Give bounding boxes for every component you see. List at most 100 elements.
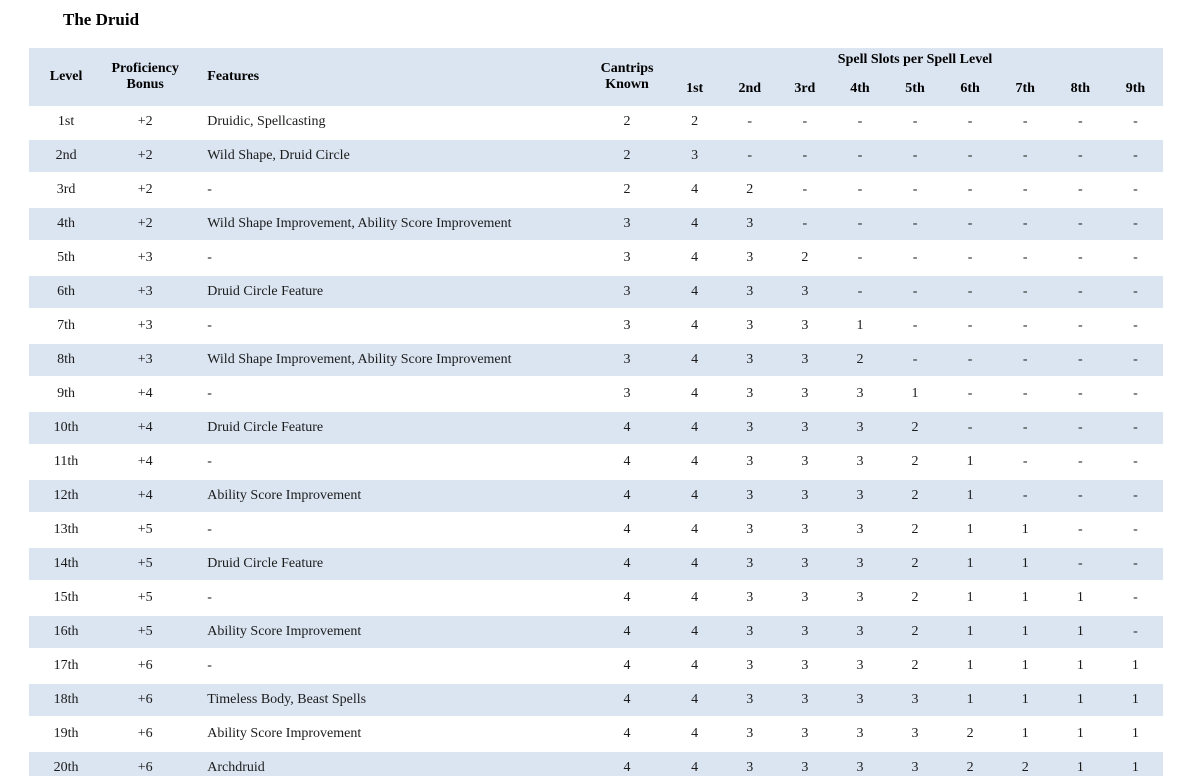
proficiency-bonus-cell: +4 xyxy=(103,479,188,514)
spell-slot-cell: 3 xyxy=(722,309,778,344)
spell-level-header-1st: 1st xyxy=(667,72,723,106)
spell-slot-cell: 1 xyxy=(942,513,998,548)
spell-slot-cell: - xyxy=(1107,513,1163,548)
proficiency-bonus-cell: +2 xyxy=(103,106,188,140)
druid-class-table: Level Proficiency Bonus Features Cantrip… xyxy=(29,48,1163,776)
spell-slot-cell: 1 xyxy=(997,649,1053,684)
features-cell: - xyxy=(187,649,587,684)
features-cell: Ability Score Improvement xyxy=(187,717,587,752)
spell-slot-cell: 1 xyxy=(942,683,998,718)
features-text: - xyxy=(207,658,212,673)
table-header: Level Proficiency Bonus Features Cantrip… xyxy=(29,48,1163,106)
spell-slot-cell: 4 xyxy=(667,649,723,684)
table-row: 17th +6-4 4 3 3 3 2 1 1 1 1 xyxy=(29,649,1163,684)
spell-slot-cell: - xyxy=(942,309,998,344)
proficiency-bonus-cell: +5 xyxy=(103,547,188,582)
spell-slot-cell: 3 xyxy=(667,139,723,174)
spell-slot-cell: 2 xyxy=(887,581,943,616)
spell-slot-cell: 3 xyxy=(722,343,778,378)
spell-slot-cell: - xyxy=(942,173,998,208)
features-cell: - xyxy=(187,309,587,344)
spell-slot-cell: 3 xyxy=(887,717,943,752)
spell-slot-cell: - xyxy=(722,139,778,174)
spell-slot-cell: 3 xyxy=(777,445,833,480)
proficiency-bonus-cell: +4 xyxy=(103,445,188,480)
features-cell: Wild Shape Improvement, Ability Score Im… xyxy=(187,343,587,378)
cantrips-known-cell: 4 xyxy=(586,479,668,514)
spell-slot-cell: 4 xyxy=(667,173,723,208)
spell-slot-cell: 2 xyxy=(722,173,778,208)
spell-slot-cell: 1 xyxy=(1107,717,1163,752)
spell-slot-cell: - xyxy=(1107,581,1163,616)
spell-slot-cell: 1 xyxy=(1052,717,1108,752)
level-cell: 2nd xyxy=(29,139,104,174)
spell-slot-cell: 2 xyxy=(667,106,723,140)
spell-slot-cell: 1 xyxy=(1107,751,1163,776)
spell-slot-cell: 3 xyxy=(722,445,778,480)
spell-slot-cell: - xyxy=(1107,106,1163,140)
features-text: Ability Score Improvement xyxy=(207,726,362,741)
spell-slot-cell: 3 xyxy=(832,513,888,548)
cantrips-known-cell: 4 xyxy=(586,683,668,718)
level-cell: 8th xyxy=(29,343,104,378)
cantrips-known-cell: 4 xyxy=(586,411,668,446)
level-column-header: Level xyxy=(29,48,104,106)
features-text: Timeless Body, Beast Spells xyxy=(207,692,367,707)
cantrips-known-cell: 3 xyxy=(586,275,668,310)
spell-level-header-2nd: 2nd xyxy=(722,72,778,106)
spell-slot-cell: 3 xyxy=(777,513,833,548)
spell-slot-cell: 4 xyxy=(667,309,723,344)
spell-slot-cell: 3 xyxy=(722,377,778,412)
spell-slot-cell: 2 xyxy=(942,717,998,752)
proficiency-bonus-cell: +4 xyxy=(103,411,188,446)
cantrips-known-cell: 4 xyxy=(586,615,668,650)
features-cell: - xyxy=(187,377,587,412)
table-row: 7th +3-3 4 3 3 1- - - - - xyxy=(29,309,1163,344)
proficiency-bonus-cell: +3 xyxy=(103,309,188,344)
level-cell: 3rd xyxy=(29,173,104,208)
spell-level-header-3rd: 3rd xyxy=(777,72,833,106)
spell-slot-cell: 3 xyxy=(722,581,778,616)
cantrips-known-cell: 3 xyxy=(586,377,668,412)
spell-slot-cell: - xyxy=(997,139,1053,174)
header-row-top: Level Proficiency Bonus Features Cantrip… xyxy=(29,48,1163,106)
spell-slot-cell: 1 xyxy=(997,717,1053,752)
table-row: 20th +6 Archdruid 4 4 3 3 3 3 2 2 1 1 xyxy=(29,751,1163,776)
level-cell: 10th xyxy=(29,411,104,446)
spell-slot-cell: 2 xyxy=(887,615,943,650)
spell-slot-cell: 1 xyxy=(1107,649,1163,684)
level-cell: 15th xyxy=(29,581,104,616)
spell-slot-cell: 3 xyxy=(777,275,833,310)
proficiency-bonus-column-header: Proficiency Bonus xyxy=(103,48,188,106)
spell-slots-group-header: Spell Slots per Spell Level xyxy=(667,48,1163,72)
spell-slot-cell: 1 xyxy=(1052,683,1108,718)
spell-slot-cell: 4 xyxy=(667,581,723,616)
spell-slot-cell: - xyxy=(887,106,943,140)
spell-slot-cell: 3 xyxy=(722,513,778,548)
spell-slot-cell: 3 xyxy=(777,683,833,718)
spell-slot-cell: 4 xyxy=(667,683,723,718)
spell-slot-cell: 3 xyxy=(722,615,778,650)
spell-slot-cell: 3 xyxy=(722,547,778,582)
spell-slot-cell: 3 xyxy=(832,751,888,776)
spell-slot-cell: 1 xyxy=(1052,751,1108,776)
spell-slot-cell: - xyxy=(832,173,888,208)
spell-slot-cell: 3 xyxy=(887,683,943,718)
spell-slot-cell: - xyxy=(1107,411,1163,446)
spell-slot-cell: - xyxy=(777,207,833,242)
spell-level-header-9th: 9th xyxy=(1107,72,1163,106)
spell-slot-cell: - xyxy=(1052,547,1108,582)
spell-slot-cell: - xyxy=(777,139,833,174)
spell-slot-cell: 3 xyxy=(777,649,833,684)
spell-slot-cell: 4 xyxy=(667,377,723,412)
cantrips-known-cell: 3 xyxy=(586,309,668,344)
level-cell: 18th xyxy=(29,683,104,718)
spell-slot-cell: - xyxy=(1052,275,1108,310)
spell-slot-cell: 3 xyxy=(832,581,888,616)
spell-slot-cell: 3 xyxy=(777,547,833,582)
table-row: 3rd +2-2 4 2- - - - - - - xyxy=(29,173,1163,208)
spell-slot-cell: - xyxy=(1107,309,1163,344)
spell-slot-cell: - xyxy=(997,411,1053,446)
spell-slot-cell: - xyxy=(1052,445,1108,480)
level-cell: 13th xyxy=(29,513,104,548)
